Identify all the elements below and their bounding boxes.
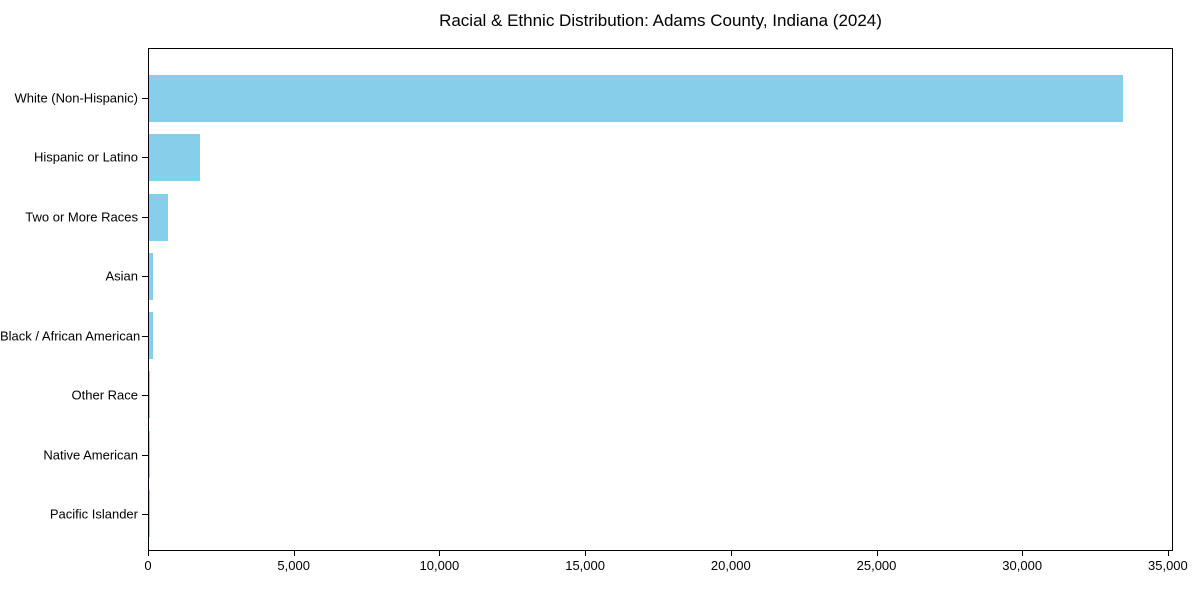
y-axis-label: White (Non-Hispanic) [14,90,138,106]
bar-white-non-hispanic [149,75,1124,123]
x-axis-tick [730,551,732,556]
chart-title: Racial & Ethnic Distribution: Adams Coun… [439,11,882,30]
x-axis-tick-label: 35,000 [1148,558,1188,573]
y-axis-tick [142,97,148,99]
bar-row [149,365,1172,424]
x-axis-tick [1167,551,1169,556]
y-axis-tick [142,216,148,218]
y-axis-tick [142,454,148,456]
y-axis-tick [142,276,148,278]
x-axis-tick-label: 15,000 [565,558,605,573]
bar-row [149,247,1172,306]
y-axis-label: Other Race [71,387,138,403]
x-axis-tick [585,551,587,556]
x-axis-tick-label: 25,000 [856,558,897,573]
y-axis-tick [142,395,148,397]
bars-container [149,49,1172,550]
y-axis-label: Asian [105,268,138,284]
x-axis-tick [293,551,295,556]
y-axis-label: Pacific Islander [49,506,138,522]
x-axis-tick [1022,551,1024,556]
x-axis-tick-label: 30,000 [1002,558,1043,573]
x-axis-tick-label: 0 [144,558,152,573]
bar-two-or-more-races [149,193,168,241]
bar-row [149,188,1172,247]
y-axis-label: Two or More Races [25,209,138,225]
x-axis-tick [439,551,441,556]
plot-area [148,48,1173,551]
y-axis-label: Native American [43,447,138,463]
y-axis-tick [142,514,148,516]
y-axis-tick [142,335,148,337]
x-axis-tick [148,551,149,556]
bar-row [149,306,1172,365]
y-axis-label: Hispanic or Latino [33,149,138,165]
bar-hispanic-or-latino [149,134,200,182]
x-axis-tick-label: 5,000 [277,558,310,573]
x-axis-tick [876,551,878,556]
y-axis-tick [142,157,148,159]
bar-asian [149,252,154,300]
bar-black-african-american [149,312,153,360]
bar-row [149,484,1172,543]
x-axis-tick-label: 10,000 [419,558,460,573]
bar-row [149,69,1172,128]
bar-other-race [149,371,150,419]
bar-row [149,425,1172,484]
bar-row [149,128,1172,187]
y-axis-label: Black / African American [0,328,141,344]
x-axis-tick-label: 20,000 [710,558,751,573]
